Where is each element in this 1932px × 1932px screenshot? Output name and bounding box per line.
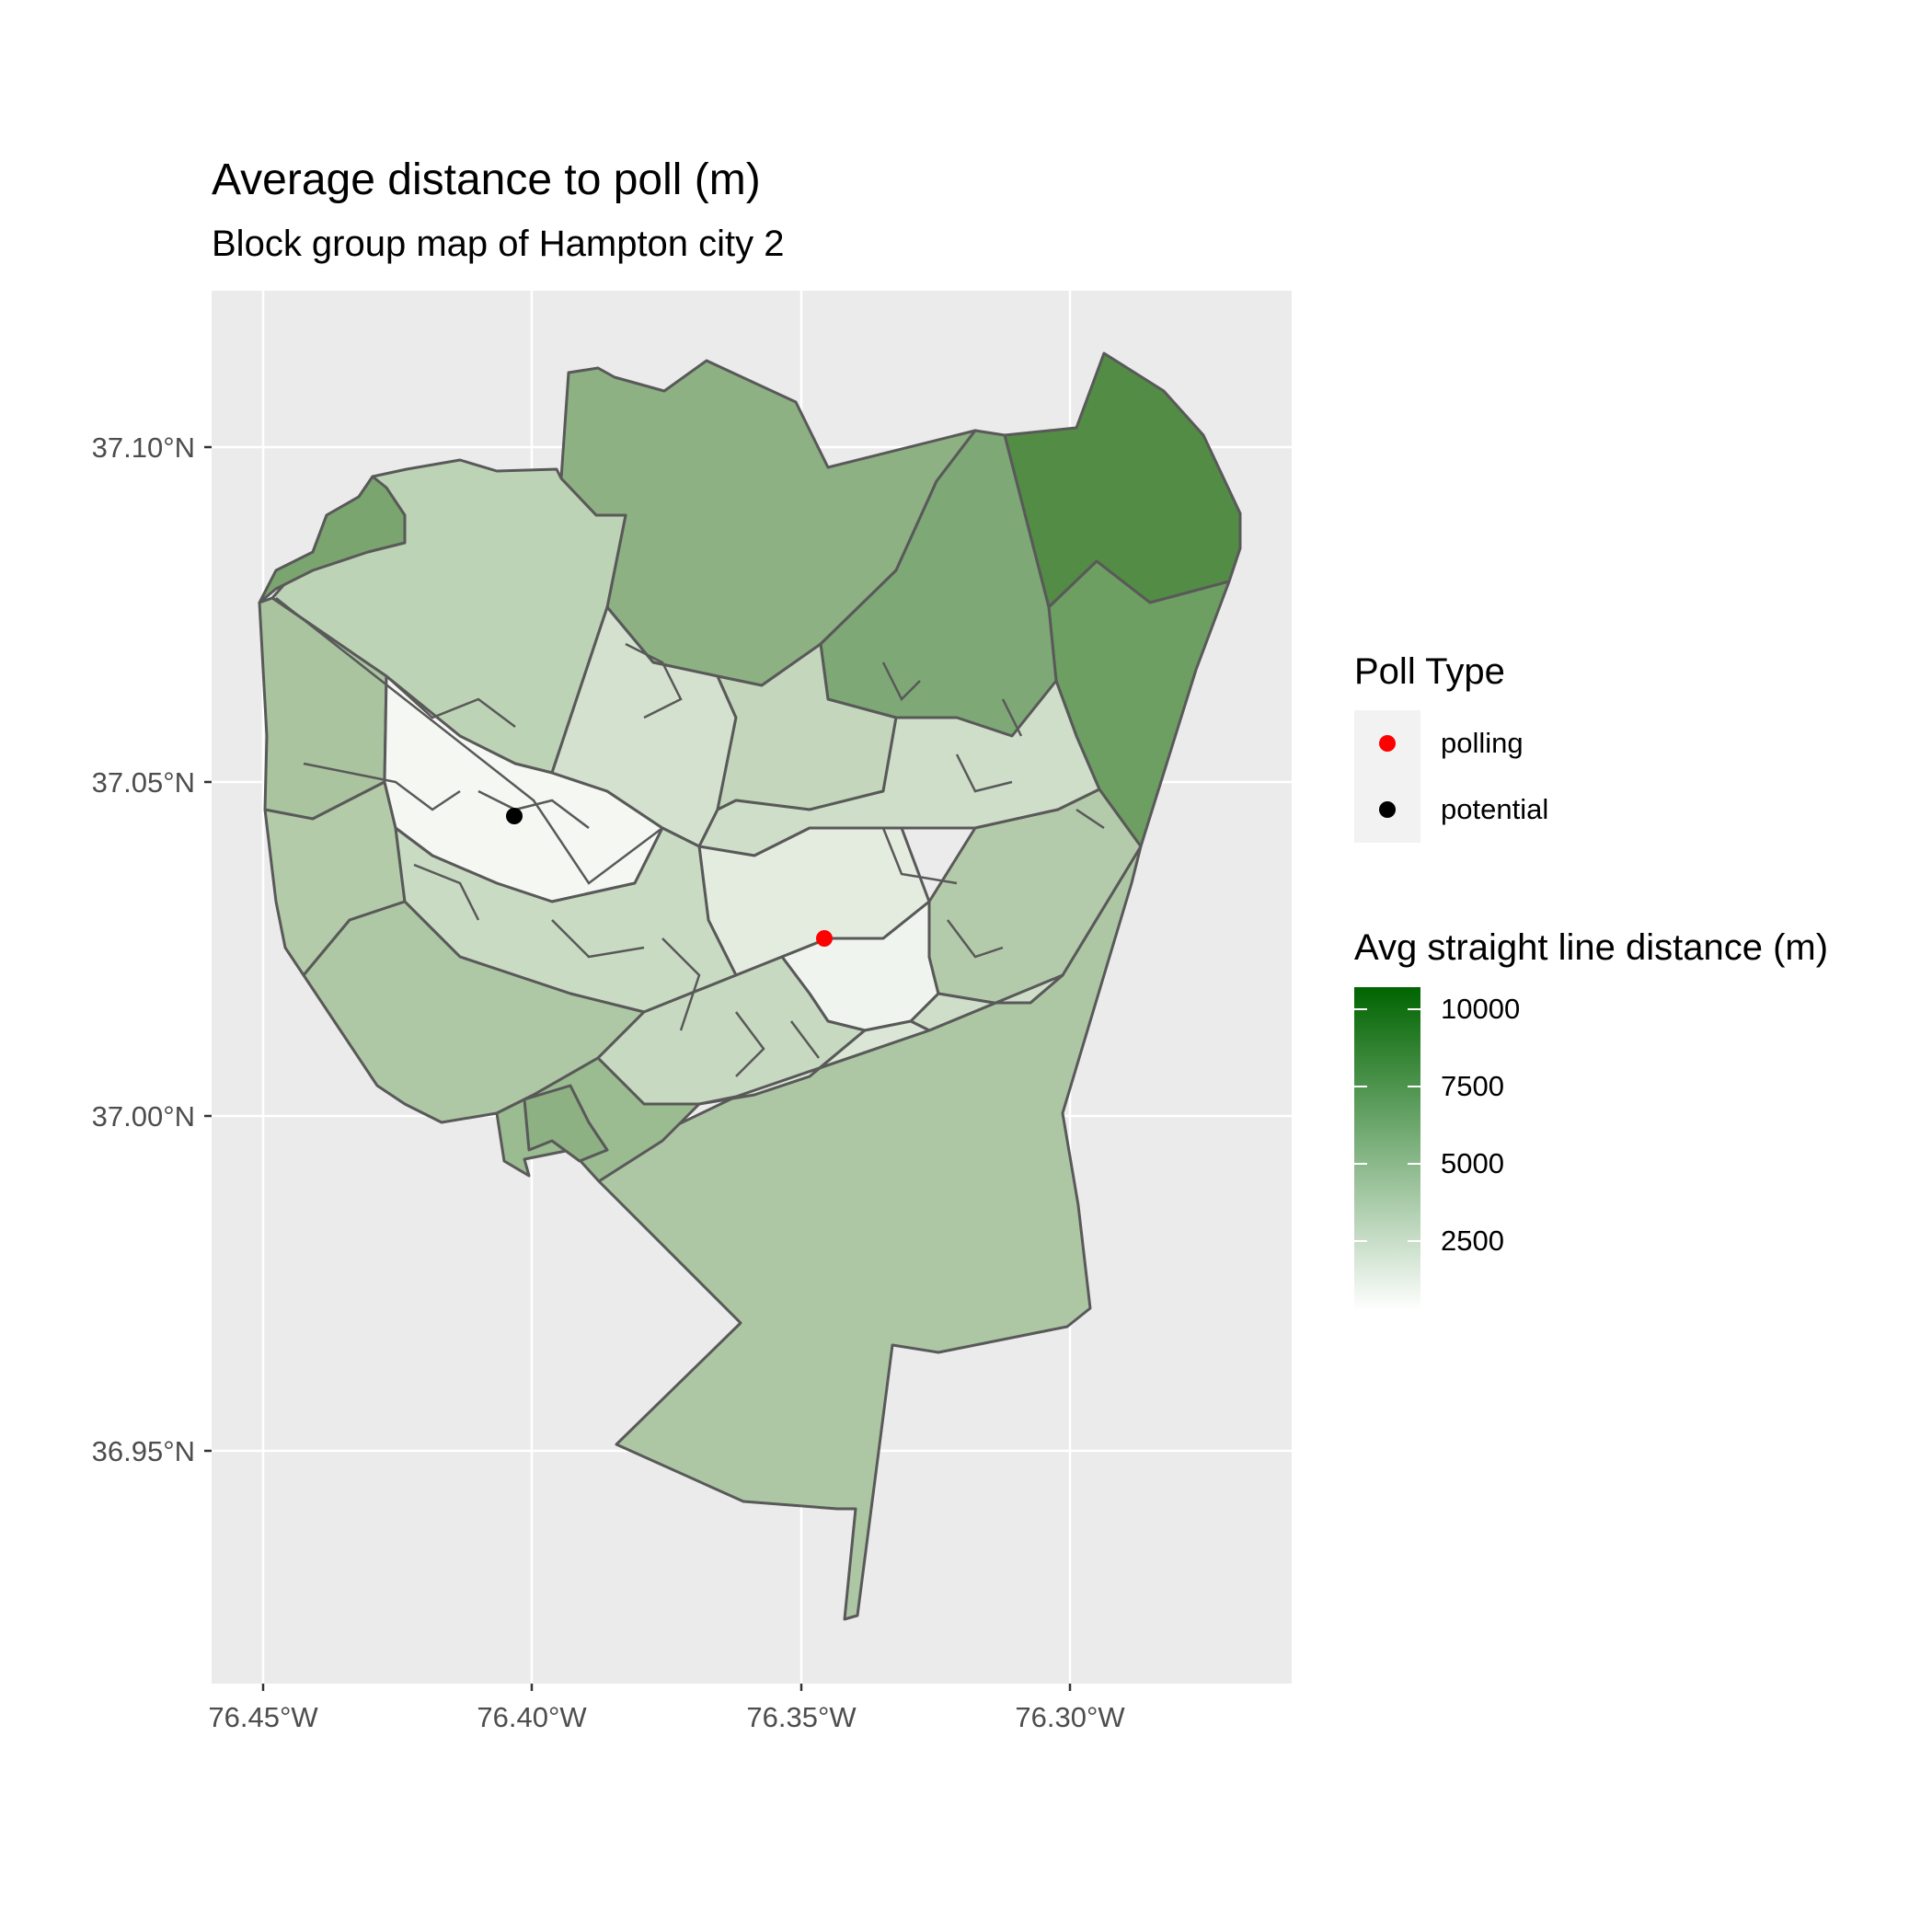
colorbar-label-7500: 7500 — [1441, 1070, 1504, 1102]
colorbar-label-2500: 2500 — [1441, 1225, 1504, 1257]
x-tick-label-1: 76.45°W — [208, 1701, 318, 1733]
colorbar-ticks — [1354, 1008, 1420, 1242]
boundary-4 — [477, 789, 590, 829]
chart-subtitle: Block group map of Hampton city 2 — [212, 224, 785, 264]
block-groups — [258, 351, 1242, 1621]
region-coastal-2 — [697, 1019, 931, 1106]
colorbar-label-5000: 5000 — [1441, 1147, 1504, 1179]
axis-labels: 76.45°W 76.40°W 76.35°W 76.30°W 37.10°N … — [92, 431, 1126, 1733]
internal-boundaries — [275, 597, 1105, 1077]
boundary-9 — [790, 1020, 820, 1059]
boundary-7 — [661, 937, 701, 1031]
boundary-2 — [385, 675, 516, 728]
boundary-1 — [275, 597, 663, 885]
boundary-8 — [735, 1011, 765, 1077]
x-tick-label-3: 76.35°W — [746, 1701, 857, 1733]
region-coastal-1 — [523, 1084, 609, 1163]
y-tick-label-1: 37.10°N — [92, 431, 195, 464]
legend-label-potential: potential — [1441, 793, 1549, 825]
boundary-13 — [881, 661, 921, 702]
boundary-15 — [947, 919, 1004, 959]
legend-polling-dot — [1379, 735, 1396, 752]
chart-title: Average distance to poll (m) — [212, 155, 761, 204]
y-tick-label-4: 36.95°N — [92, 1435, 195, 1467]
y-tick-label-2: 37.05°N — [92, 766, 195, 799]
x-tick-label-2: 76.40°W — [477, 1701, 587, 1733]
x-tick-label-4: 76.30°W — [1015, 1701, 1125, 1733]
y-tick-label-3: 37.00°N — [92, 1100, 195, 1133]
boundary-3 — [303, 762, 461, 811]
boundary-12 — [1001, 698, 1023, 737]
distance-colorbar — [1354, 987, 1420, 1311]
poll-points — [506, 808, 833, 947]
boundary-10 — [881, 827, 958, 885]
polling-point — [816, 930, 833, 947]
axis-ticks — [204, 445, 1072, 1691]
legend-label-polling: polling — [1441, 727, 1524, 759]
potential-point — [506, 808, 523, 824]
legend-potential-dot — [1379, 801, 1396, 818]
boundary-16 — [1075, 808, 1105, 830]
legend-title-poll-type: Poll Type — [1354, 651, 1505, 692]
region-north-strip — [258, 475, 407, 604]
boundary-5 — [413, 863, 480, 921]
region-south-west-strip — [495, 1056, 701, 1183]
boundary-14 — [625, 642, 683, 719]
legend-title-distance: Avg straight line distance (m) — [1354, 927, 1829, 968]
boundary-11 — [955, 753, 1013, 793]
boundary-6 — [551, 919, 645, 959]
colorbar-label-10000: 10000 — [1441, 993, 1521, 1025]
